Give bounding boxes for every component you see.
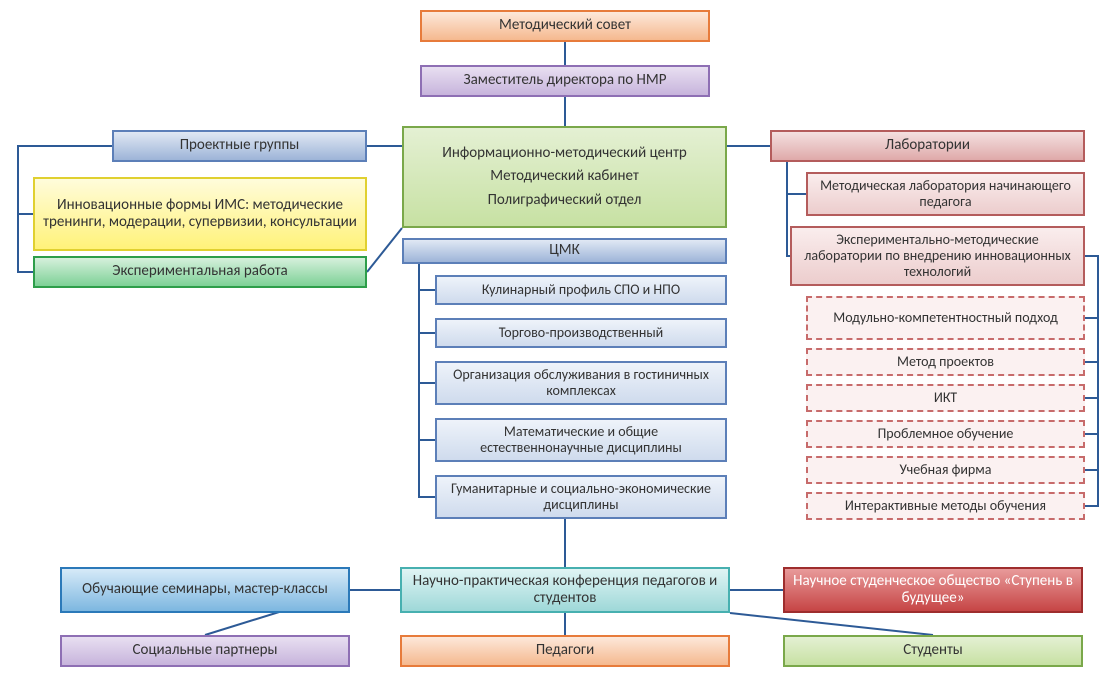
label: Заместитель директора по НМР bbox=[464, 72, 667, 89]
node-lab-experimental: Экспериментально-методические лаборатори… bbox=[790, 226, 1085, 286]
node-student-society: Научное студенческое общество «Ступень в… bbox=[783, 567, 1083, 613]
node-students: Студенты bbox=[783, 635, 1083, 667]
label: Интерактивные методы обучения bbox=[845, 498, 1046, 514]
label: Научное студенческое общество «Ступень в… bbox=[791, 573, 1075, 608]
node-cmk: ЦМК bbox=[402, 238, 727, 264]
label: Социальные партнеры bbox=[133, 642, 278, 659]
label: ЦМК bbox=[549, 242, 580, 259]
label: Обучающие семинары, мастер-классы bbox=[82, 581, 328, 598]
label: Экспериментальная работа bbox=[112, 263, 288, 280]
label: Проблемное обучение bbox=[878, 426, 1014, 442]
node-module-competence: Модульно-компетентностный подход bbox=[806, 296, 1085, 340]
label: Научно-практическая конференция педагого… bbox=[408, 573, 722, 608]
label: Учебная фирма bbox=[900, 462, 992, 478]
node-experimental-work: Экспериментальная работа bbox=[33, 256, 367, 288]
label: Лаборатории bbox=[885, 137, 970, 154]
node-innov-forms: Инновационные формы ИМС: методические тр… bbox=[33, 177, 367, 251]
node-method-projects: Метод проектов bbox=[806, 348, 1085, 376]
label: Гуманитарные и социально-экономические д… bbox=[443, 481, 719, 513]
label: Экспериментально-методические лаборатори… bbox=[798, 232, 1077, 280]
label: Методическая лаборатория начинающего пед… bbox=[814, 178, 1077, 210]
node-cmk-math: Математические и общие естественнонаучны… bbox=[435, 418, 727, 462]
label: Метод проектов bbox=[897, 354, 994, 370]
label: Методический совет bbox=[499, 17, 631, 34]
label: Инновационные формы ИМС: методические тр… bbox=[41, 197, 359, 232]
label-line: Методический кабинет bbox=[490, 168, 639, 185]
node-cmk-trade: Торгово-производственный bbox=[435, 318, 727, 348]
node-cmk-hotel: Организация обслуживания в гостиничных к… bbox=[435, 361, 727, 405]
label: Педагоги bbox=[536, 642, 594, 659]
node-interactive-methods: Интерактивные методы обучения bbox=[806, 492, 1085, 520]
label: Кулинарный профиль СПО и НПО bbox=[482, 282, 680, 298]
node-labs: Лаборатории bbox=[770, 130, 1085, 162]
label-line: Полиграфический отдел bbox=[488, 192, 642, 209]
node-seminars: Обучающие семинары, мастер-классы bbox=[60, 567, 350, 613]
label: Математические и общие естественнонаучны… bbox=[443, 424, 719, 456]
node-zam-director: Заместитель директора по НМР bbox=[420, 65, 710, 97]
label: Проектные группы bbox=[180, 137, 300, 154]
node-conference: Научно-практическая конференция педагого… bbox=[400, 567, 730, 613]
node-lab-beginner: Методическая лаборатория начинающего пед… bbox=[806, 172, 1085, 216]
node-cmk-human: Гуманитарные и социально-экономические д… bbox=[435, 475, 727, 519]
label: Торгово-производственный bbox=[499, 325, 664, 341]
label: Модульно-компетентностный подход bbox=[833, 310, 1058, 326]
node-teachers: Педагоги bbox=[400, 635, 730, 667]
diagram-frame: Методический совет Заместитель директора… bbox=[0, 0, 1103, 694]
node-ikt: ИКТ bbox=[806, 384, 1085, 412]
node-social-partners: Социальные партнеры bbox=[60, 635, 350, 667]
node-project-groups: Проектные группы bbox=[112, 130, 367, 162]
node-problem-learning: Проблемное обучение bbox=[806, 420, 1085, 448]
label: ИКТ bbox=[934, 390, 957, 406]
node-uchebnaya-firma: Учебная фирма bbox=[806, 456, 1085, 484]
node-metod-sovet: Методический совет bbox=[420, 10, 710, 42]
node-cmk-culinary: Кулинарный профиль СПО и НПО bbox=[435, 275, 727, 305]
label-line: Информационно-методический центр bbox=[442, 145, 687, 162]
label: Студенты bbox=[903, 642, 963, 659]
node-info-center: Информационно-методический центр Методич… bbox=[402, 126, 727, 228]
label: Организация обслуживания в гостиничных к… bbox=[443, 367, 719, 399]
